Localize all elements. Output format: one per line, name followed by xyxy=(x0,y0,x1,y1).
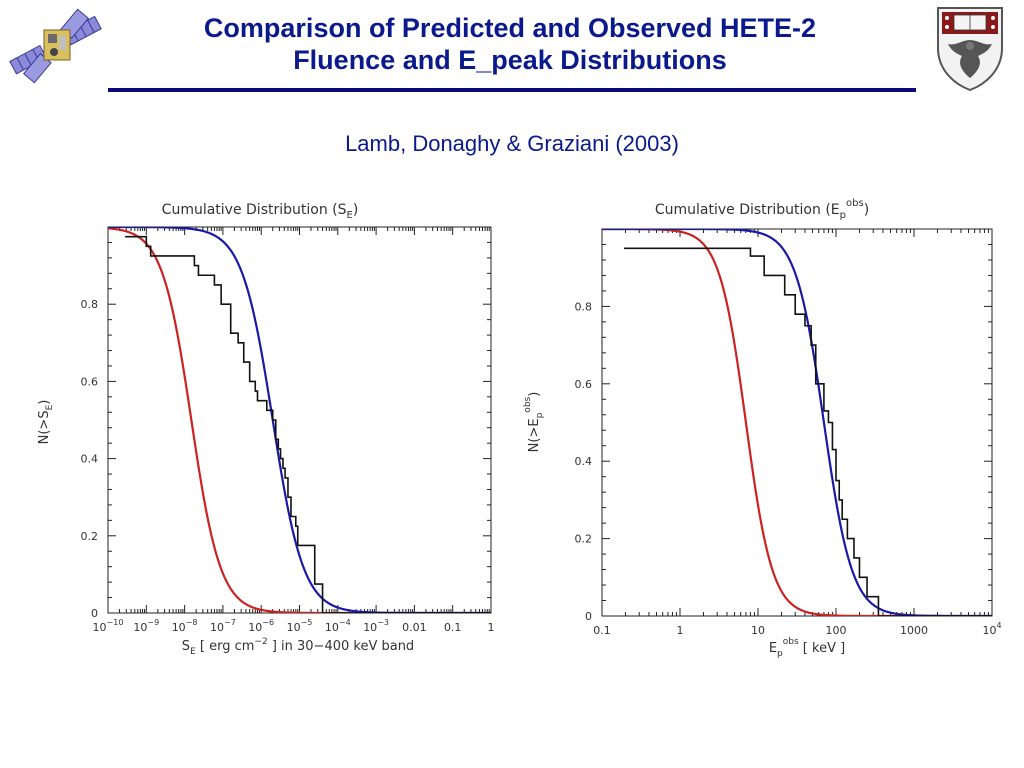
x-tick-label: 10−9 xyxy=(133,618,159,634)
y-tick-label: 0.6 xyxy=(81,375,99,388)
x-tick-label: 0.1 xyxy=(444,621,462,634)
x-tick-label: 10−10 xyxy=(93,618,124,634)
title-underline xyxy=(108,88,916,92)
epeak-cumulative-chart: Cumulative Distribution (Epobs) N(>Epobs… xyxy=(523,198,1002,659)
y-tick-label: 0.8 xyxy=(81,298,99,311)
hete2-satellite-image xyxy=(9,8,102,84)
model-curve-line xyxy=(602,229,992,616)
slide-title: Comparison of Predicted and Observed HET… xyxy=(110,12,910,76)
y-axis-label: N(>SE) xyxy=(37,400,55,445)
y-tick-label: 0.6 xyxy=(575,378,593,391)
observed-step-line xyxy=(125,235,491,613)
x-tick-label: 100 xyxy=(826,624,847,637)
y-tick-label: 0.4 xyxy=(575,455,593,468)
observed-step-line xyxy=(624,247,992,616)
x-tick-label: 10−3 xyxy=(363,618,389,634)
y-axis-label: N(>Epobs) xyxy=(523,392,545,453)
y-tick-label: 0.8 xyxy=(575,300,593,313)
slide-subtitle: Lamb, Donaghy & Graziani (2003) xyxy=(345,131,679,156)
x-tick-label: 10−7 xyxy=(210,618,236,634)
x-axis-label: Epobs [ keV ] xyxy=(769,637,845,659)
x-tick-label: 10−5 xyxy=(287,618,313,634)
x-tick-label: 0.01 xyxy=(402,621,427,634)
x-tick-label: 1 xyxy=(488,621,495,634)
x-tick-label: 1000 xyxy=(900,624,928,637)
y-tick-label: 0 xyxy=(91,607,98,620)
fluence-cumulative-chart: Cumulative Distribution (SE) N(>SE) SE [… xyxy=(37,202,495,657)
x-tick-label: 10 xyxy=(751,624,765,637)
model-curve-line xyxy=(108,227,491,613)
chart-title: Cumulative Distribution (Epobs) xyxy=(655,198,869,221)
chart-title: Cumulative Distribution (SE) xyxy=(162,202,359,221)
x-tick-label: 10−8 xyxy=(172,618,198,634)
plot-area: 10−10 10−9 10−8 10−7 10−6 10−5 10−4 10−3 0.01 0.1… xyxy=(81,226,495,634)
model-curve-line xyxy=(602,229,992,616)
y-tick-label: 0.2 xyxy=(81,530,99,543)
x-tick-label: 10−4 xyxy=(325,618,351,634)
y-tick-label: 0.4 xyxy=(81,453,99,466)
x-tick-label: 104 xyxy=(982,621,1001,637)
x-axis-label: SE [ erg cm−2 ] in 30−400 keV band xyxy=(182,637,414,657)
x-tick-label: 0.1 xyxy=(593,624,611,637)
plot-frame xyxy=(601,228,993,617)
x-tick-label: 1 xyxy=(677,624,684,637)
university-crest-image xyxy=(937,7,1003,92)
slide-title-line1: Comparison of Predicted and Observed HET… xyxy=(203,13,817,43)
slide-title-line2: Fluence and E_peak Distributions xyxy=(293,45,727,75)
plot-area: 0.1 1 10 100 1000 104 0 0.2 0.4 0.6 0.8 xyxy=(575,228,1002,637)
x-tick-label: 10−6 xyxy=(248,618,274,634)
y-tick-label: 0.2 xyxy=(575,533,593,546)
y-tick-label: 0 xyxy=(585,610,592,623)
